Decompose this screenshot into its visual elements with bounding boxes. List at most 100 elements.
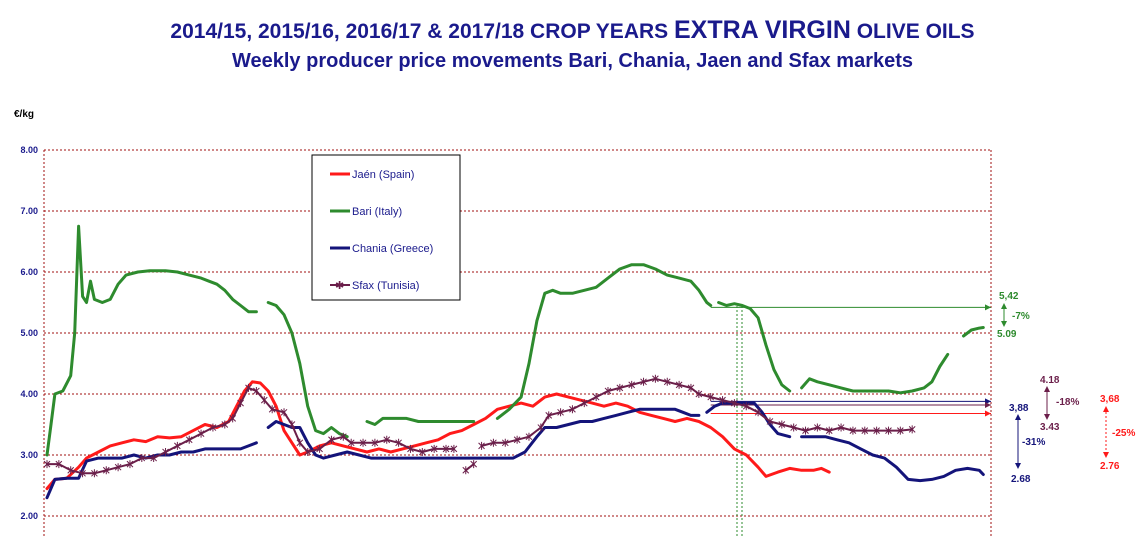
sfax-point-2-4 <box>525 432 533 441</box>
sfax-point-0-7 <box>126 460 134 469</box>
sfax-point-0-18 <box>245 383 252 392</box>
chania-arrow-head-down <box>1015 463 1021 469</box>
bari-change-label: -7% <box>1012 311 1030 322</box>
y-tick-label: 6.00 <box>20 267 38 277</box>
sfax-point-1-1 <box>470 460 478 469</box>
legend-label-sfax: Sfax (Tunisia) <box>352 280 419 292</box>
sfax-point-0-34 <box>407 444 414 453</box>
sfax-arrow-head-up <box>1044 386 1050 392</box>
sfax-point-2-36 <box>896 426 904 435</box>
legend-label-bari: Bari (Italy) <box>352 206 402 218</box>
sfax-point-2-2 <box>501 438 509 447</box>
sfax-point-0-16 <box>229 414 237 423</box>
sfax-point-2-7 <box>557 408 564 417</box>
y-tick-label: 4.00 <box>20 389 38 399</box>
chart-title-line2: Weekly producer price movements Bari, Ch… <box>231 50 913 72</box>
sfax-point-0-26 <box>316 444 323 453</box>
vertical-markers <box>43 150 992 536</box>
y-tick-label: 3.00 <box>20 450 38 460</box>
jaen-arrow-head-up <box>1103 406 1109 412</box>
sfax-point-2-31 <box>837 423 845 432</box>
sfax-point-0-5 <box>102 466 110 475</box>
sfax-point-0-0 <box>43 460 51 469</box>
gridlines <box>44 149 991 517</box>
series-line-2-3 <box>800 435 985 483</box>
chania-from-label: 3,88 <box>1009 403 1029 414</box>
title-part-post: OLIVE OILS <box>856 20 975 43</box>
sfax-point-0-22 <box>280 408 288 417</box>
sfax-point-0-37 <box>442 444 450 453</box>
sfax-point-0-4 <box>91 469 98 478</box>
annotation-chania: 3,88 -31% 2.68 <box>1009 403 1045 485</box>
annotation-bari: 5,42 -7% 5.09 <box>997 291 1030 340</box>
series-line-1-6 <box>962 326 985 338</box>
sfax-point-0-10 <box>162 447 169 456</box>
chania-to-label: 2.68 <box>1011 474 1031 485</box>
sfax-point-2-20 <box>707 393 715 402</box>
y-axis-unit: €/kg <box>14 109 34 120</box>
sfax-point-2-21 <box>719 396 726 405</box>
jaen-arrow-head-down <box>1103 452 1109 458</box>
sfax-point-2-27 <box>790 423 798 432</box>
sfax-point-2-18 <box>687 383 695 392</box>
reference-arrow-0 <box>985 304 991 311</box>
chania-change-label: -31% <box>1022 437 1045 448</box>
y-tick-label: 8.00 <box>20 145 38 155</box>
sfax-point-0-2 <box>67 466 75 475</box>
sfax-point-0-21 <box>268 405 276 414</box>
sfax-to-label: 3.43 <box>1040 422 1060 433</box>
title-part-emphasis: EXTRA VIRGIN <box>674 16 851 44</box>
sfax-point-2-5 <box>537 423 545 432</box>
sfax-point-2-1 <box>490 438 497 447</box>
sfax-point-0-38 <box>450 444 458 453</box>
jaen-change-label: -25% <box>1112 428 1135 439</box>
sfax-point-0-33 <box>395 438 402 447</box>
series-line-0-0 <box>45 380 831 491</box>
sfax-point-0-23 <box>288 420 296 429</box>
series-line-1-1 <box>266 301 349 439</box>
series-line-3-0 <box>46 386 455 475</box>
jaen-to-label: 2.76 <box>1100 461 1120 472</box>
sfax-point-0-29 <box>347 438 355 447</box>
bari-from-label: 5,42 <box>999 291 1019 302</box>
sfax-point-2-15 <box>652 374 659 383</box>
sfax-point-0-15 <box>221 420 229 429</box>
sfax-arrow-head-down <box>1044 414 1050 420</box>
reference-arrow-2 <box>985 401 991 408</box>
annotation-jaen: 3,68 -25% 2.76 <box>1100 394 1135 472</box>
y-tick-label: 5.00 <box>20 328 38 338</box>
sfax-point-2-11 <box>604 386 612 395</box>
sfax-point-0-36 <box>430 444 438 453</box>
sfax-point-2-0 <box>478 441 485 450</box>
sfax-point-2-28 <box>802 426 809 435</box>
legend-label-chania: Chania (Greece) <box>352 243 433 255</box>
reference-lines <box>710 304 991 417</box>
bari-arrow-head-down <box>1001 321 1007 327</box>
sfax-from-label: 4.18 <box>1040 375 1060 386</box>
sfax-point-2-16 <box>663 377 671 386</box>
chart-title-line1: 2014/15, 2015/16, 2016/17 & 2017/18 CROP… <box>0 16 1145 45</box>
series-line-1-0 <box>45 224 258 457</box>
sfax-point-0-20 <box>260 396 268 405</box>
annotation-sfax: 4.18 -18% 3.43 <box>1040 375 1079 433</box>
sfax-point-0-28 <box>339 432 347 441</box>
sfax-point-2-33 <box>861 426 869 435</box>
title-part-pre: 2014/15, 2015/16, 2016/17 & 2017/18 CROP… <box>170 20 669 43</box>
legend: Jaén (Spain) Bari (Italy) Chania (Greece… <box>311 154 461 301</box>
sfax-point-2-29 <box>814 423 821 432</box>
series-line-1-4 <box>717 301 792 393</box>
sfax-point-0-12 <box>185 435 193 444</box>
sfax-point-2-35 <box>885 426 892 435</box>
sfax-point-2-12 <box>616 383 624 392</box>
sfax-point-2-10 <box>592 393 600 402</box>
sfax-point-2-34 <box>873 426 880 435</box>
sfax-point-2-25 <box>766 417 774 426</box>
sfax-point-2-26 <box>778 420 786 429</box>
legend-marker-sfax: ✱ <box>335 279 344 292</box>
sfax-point-2-24 <box>754 408 762 417</box>
chania-arrow-head-up <box>1015 414 1021 420</box>
sfax-point-0-27 <box>328 435 335 444</box>
sfax-point-0-8 <box>138 454 146 463</box>
series-line-1-2 <box>365 416 476 426</box>
sfax-point-0-35 <box>418 447 426 456</box>
